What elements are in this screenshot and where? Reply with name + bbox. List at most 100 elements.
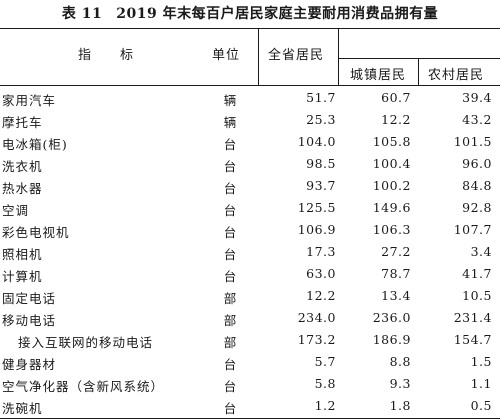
row-province-value: 12.2 [306, 288, 336, 303]
table-row: 电冰箱(柜) 台 104.0 105.8 101.5 [0, 131, 500, 153]
row-rural-value: 41.7 [462, 266, 492, 281]
row-unit: 台 [223, 159, 237, 174]
row-rural-value: 101.5 [453, 134, 492, 149]
row-unit: 台 [223, 379, 237, 394]
row-province-value: 5.8 [314, 376, 336, 391]
header-divider-2 [338, 28, 339, 85]
row-unit: 台 [223, 181, 237, 196]
row-rural-value: 10.5 [462, 288, 492, 303]
row-unit: 台 [223, 225, 237, 240]
row-name: 健身器材 [2, 357, 57, 372]
table-number: 表 11 [61, 6, 103, 22]
row-name: 摩托车 [2, 115, 43, 130]
row-urban-value: 78.7 [381, 266, 411, 281]
row-province-value: 1.2 [314, 398, 336, 413]
header-province: 全省居民 [268, 48, 325, 63]
row-name: 空调 [2, 203, 30, 218]
header-divider-3 [418, 58, 419, 85]
row-name: 空气净化器（含新风系统） [2, 379, 165, 394]
row-province-value: 104.0 [297, 134, 336, 149]
row-name: 照相机 [2, 247, 43, 262]
row-name: 热水器 [2, 181, 43, 196]
row-name: 固定电话 [2, 291, 57, 306]
row-name: 洗碗机 [2, 401, 43, 416]
row-unit: 台 [223, 269, 237, 284]
row-rural-value: 107.7 [453, 222, 492, 237]
row-urban-value: 12.2 [381, 112, 411, 127]
row-urban-value: 100.4 [372, 156, 411, 171]
row-name: 计算机 [2, 269, 43, 284]
row-urban-value: 9.3 [389, 376, 411, 391]
row-urban-value: 8.8 [389, 354, 411, 369]
row-province-value: 51.7 [306, 90, 336, 105]
table-row: 热水器 台 93.7 100.2 84.8 [0, 175, 500, 197]
row-urban-value: 1.8 [389, 398, 411, 413]
header-bottom-rule [0, 85, 500, 86]
row-rural-value: 96.0 [462, 156, 492, 171]
row-province-value: 5.7 [314, 354, 336, 369]
row-urban-value: 186.9 [372, 332, 411, 347]
row-urban-value: 27.2 [381, 244, 411, 259]
row-rural-value: 84.8 [462, 178, 492, 193]
row-unit: 部 [223, 335, 237, 350]
row-province-value: 173.2 [297, 332, 336, 347]
row-province-value: 17.3 [306, 244, 336, 259]
row-rural-value: 0.5 [470, 398, 492, 413]
row-province-value: 234.0 [297, 310, 336, 325]
row-unit: 辆 [223, 93, 237, 108]
row-name: 家用汽车 [2, 93, 57, 108]
header-sub-rule [338, 58, 500, 59]
header-divider-1 [258, 28, 259, 85]
row-urban-value: 236.0 [372, 310, 411, 325]
header-unit: 单位 [212, 48, 241, 63]
row-unit: 部 [223, 313, 237, 328]
row-province-value: 106.9 [297, 222, 336, 237]
table-row: 洗衣机 台 98.5 100.4 96.0 [0, 153, 500, 175]
row-province-value: 93.7 [306, 178, 336, 193]
table-row: 健身器材 台 5.7 8.8 1.5 [0, 351, 500, 373]
header-urban: 城镇居民 [350, 68, 407, 83]
row-urban-value: 13.4 [381, 288, 411, 303]
row-rural-value: 1.5 [470, 354, 492, 369]
row-rural-value: 92.8 [462, 200, 492, 215]
row-urban-value: 106.3 [372, 222, 411, 237]
table-row: 照相机 台 17.3 27.2 3.4 [0, 241, 500, 263]
row-rural-value: 231.4 [453, 310, 492, 325]
row-unit: 台 [223, 203, 237, 218]
row-rural-value: 1.1 [470, 376, 492, 391]
table-row: 固定电话 部 12.2 13.4 10.5 [0, 285, 500, 307]
header-rural: 农村居民 [428, 68, 485, 83]
row-urban-value: 105.8 [372, 134, 411, 149]
table-row: 空调 台 125.5 149.6 92.8 [0, 197, 500, 219]
row-name: 电冰箱(柜) [2, 137, 68, 152]
table-title: 表 11 2019 年末每百户居民家庭主要耐用消费品拥有量 [0, 3, 500, 23]
row-rural-value: 43.2 [462, 112, 492, 127]
row-unit: 台 [223, 357, 237, 372]
row-rural-value: 39.4 [462, 90, 492, 105]
row-unit: 台 [223, 137, 237, 152]
row-name: 接入互联网的移动电话 [18, 335, 154, 350]
header-indicator: 指 标 [78, 48, 135, 63]
table-top-rule [0, 28, 500, 29]
row-urban-value: 149.6 [372, 200, 411, 215]
row-name: 彩色电视机 [2, 225, 70, 240]
row-unit: 台 [223, 247, 237, 262]
table-row: 家用汽车 辆 51.7 60.7 39.4 [0, 87, 500, 109]
row-rural-value: 154.7 [453, 332, 492, 347]
row-urban-value: 60.7 [381, 90, 411, 105]
table-row: 洗碗机 台 1.2 1.8 0.5 [0, 395, 500, 417]
row-unit: 台 [223, 401, 237, 416]
table-row: 计算机 台 63.0 78.7 41.7 [0, 263, 500, 285]
row-province-value: 125.5 [297, 200, 336, 215]
row-rural-value: 3.4 [470, 244, 492, 259]
table-row: 移动电话 部 234.0 236.0 231.4 [0, 307, 500, 329]
row-province-value: 25.3 [306, 112, 336, 127]
table-row: 摩托车 辆 25.3 12.2 43.2 [0, 109, 500, 131]
row-name: 洗衣机 [2, 159, 43, 174]
row-name: 移动电话 [2, 313, 57, 328]
row-province-value: 63.0 [306, 266, 336, 281]
table-caption: 2019 年末每百户居民家庭主要耐用消费品拥有量 [116, 6, 439, 22]
row-province-value: 98.5 [306, 156, 336, 171]
table-row: 空气净化器（含新风系统） 台 5.8 9.3 1.1 [0, 373, 500, 395]
table-row: 接入互联网的移动电话 部 173.2 186.9 154.7 [0, 329, 500, 351]
